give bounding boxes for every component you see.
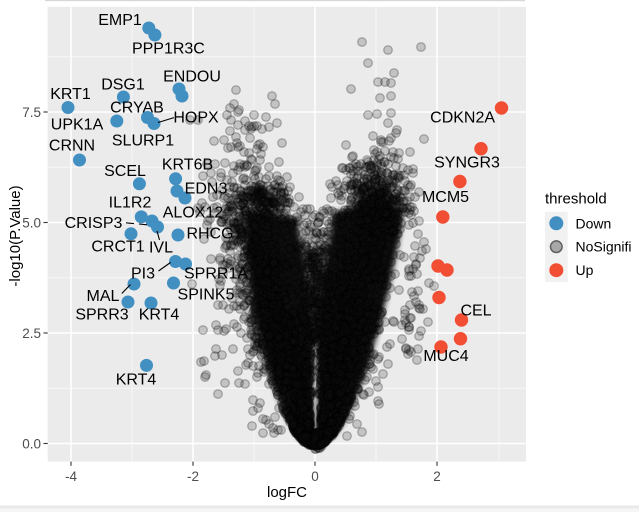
svg-text:logFC: logFC [267,484,307,501]
svg-text:MCM5: MCM5 [422,189,469,206]
svg-text:MAL: MAL [87,288,120,305]
svg-text:SYNGR3: SYNGR3 [434,154,500,171]
svg-text:0.0: 0.0 [22,436,41,451]
svg-text:2.5: 2.5 [22,326,41,341]
svg-text:0: 0 [311,469,319,484]
svg-text:EDN3: EDN3 [185,180,228,197]
svg-text:CRISP3: CRISP3 [65,215,123,232]
svg-text:RHCG: RHCG [186,225,233,242]
svg-text:CDKN2A: CDKN2A [430,109,495,126]
svg-text:5.0: 5.0 [22,215,41,230]
svg-text:CEL: CEL [460,302,491,319]
svg-text:CRCT1: CRCT1 [91,238,144,255]
svg-text:UPK1A: UPK1A [51,116,104,133]
svg-text:IL1R2: IL1R2 [109,194,152,211]
svg-text:HOPX: HOPX [173,109,219,126]
svg-text:PI3: PI3 [131,265,155,282]
svg-text:7.5: 7.5 [22,105,41,120]
svg-text:MUC4: MUC4 [423,348,468,365]
svg-text:SLURP1: SLURP1 [112,132,174,149]
svg-text:EMP1: EMP1 [98,12,142,29]
svg-text:DSG1: DSG1 [101,76,145,93]
svg-text:KRT4: KRT4 [116,371,157,388]
svg-text:SPRR3: SPRR3 [75,306,128,323]
svg-text:KRT1: KRT1 [50,86,91,103]
svg-text:SPRR1A: SPRR1A [184,265,248,282]
svg-text:SPINK5: SPINK5 [178,286,235,303]
svg-text:-4: -4 [65,469,77,484]
svg-text:CRYAB: CRYAB [110,99,164,116]
svg-text:2: 2 [433,469,441,484]
svg-text:-2: -2 [187,469,199,484]
svg-text:SCEL: SCEL [104,163,146,180]
svg-text:ALOX12: ALOX12 [163,204,224,221]
svg-text:Down: Down [576,215,612,231]
svg-text:CRNN: CRNN [49,137,95,154]
svg-text:threshold: threshold [545,191,607,208]
svg-text:Up: Up [576,262,594,278]
svg-text:KRT6B: KRT6B [162,156,213,173]
svg-text:IVL: IVL [149,239,173,256]
svg-text:-log10(P.Value): -log10(P.Value) [7,185,24,286]
svg-text:KRT4: KRT4 [139,306,180,323]
svg-text:NoSignifi: NoSignifi [576,239,632,255]
svg-text:PPP1R3C: PPP1R3C [132,41,205,58]
svg-text:ENDOU: ENDOU [163,68,221,85]
